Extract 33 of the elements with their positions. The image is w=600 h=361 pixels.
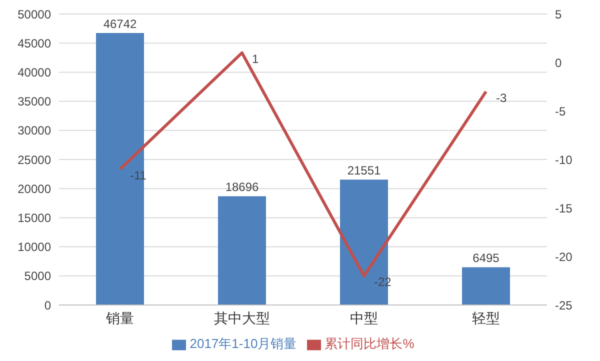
legend-label: 2017年1-10月销量	[190, 336, 297, 351]
y-tick-label: 15000	[18, 210, 52, 225]
y-tick-label: 35000	[18, 94, 52, 109]
data-label: -3	[496, 90, 507, 105]
y-tick-label: 40000	[18, 65, 52, 80]
bar	[462, 267, 510, 305]
y-tick-label: 0	[44, 298, 52, 312]
y-tick-label: 30000	[18, 124, 52, 138]
x-tick-label: 中型	[350, 310, 378, 326]
bar	[218, 196, 266, 305]
y-tick-label: 45000	[18, 36, 52, 50]
data-label: 18696	[225, 180, 260, 194]
y2-tick-label: 0	[555, 56, 562, 70]
data-label: 21551	[347, 164, 382, 178]
y-tick-label: 5000	[24, 269, 52, 284]
y2-tick-label: -25	[555, 298, 573, 312]
y-tick-label: 25000	[18, 152, 52, 167]
data-label: 6495	[472, 251, 500, 266]
x-tick-label: 其中大型	[214, 310, 270, 326]
y-tick-label: 20000	[18, 182, 52, 196]
x-tick-label: 轻型	[472, 310, 500, 326]
y-tick-label: 10000	[18, 240, 52, 254]
y2-tick-label: 5	[555, 7, 562, 22]
legend-label: 累计同比增长%	[324, 336, 414, 351]
y2-tick-label: -10	[555, 152, 573, 167]
y2-tick-label: -5	[555, 104, 566, 118]
data-label: 46742	[103, 16, 138, 31]
y-tick-label: 50000	[18, 7, 52, 22]
data-label: 1	[252, 52, 259, 66]
bar	[96, 32, 144, 305]
y2-tick-label: -20	[555, 250, 573, 264]
x-tick-label: 销量	[105, 310, 134, 326]
y2-tick-label: -15	[555, 201, 573, 216]
